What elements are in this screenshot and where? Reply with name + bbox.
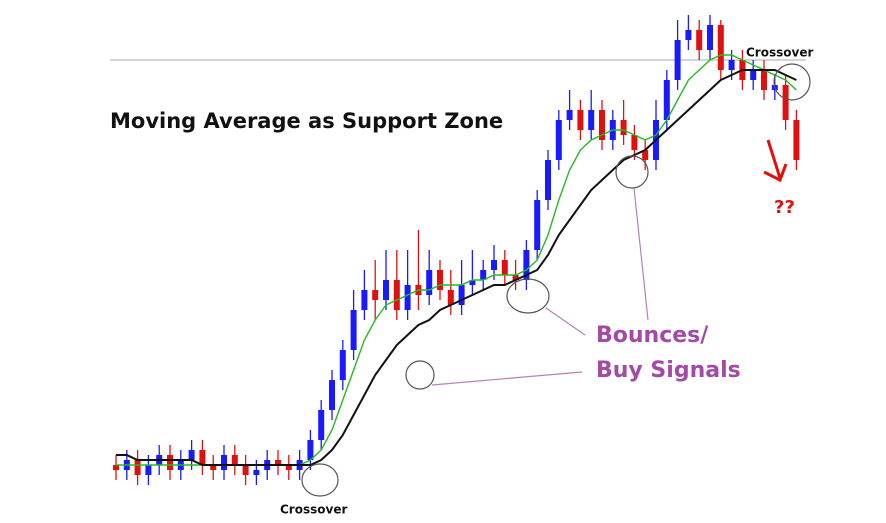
moving-average-line <box>116 69 797 466</box>
candle-body <box>685 30 692 40</box>
candle-body <box>696 30 703 50</box>
candle-body <box>393 280 400 310</box>
candle-body <box>599 110 605 140</box>
candle-body <box>361 290 368 310</box>
candle-body <box>329 380 335 410</box>
candle-body <box>491 260 497 270</box>
candle-body <box>761 70 767 90</box>
candle-body <box>350 310 357 350</box>
chart-title: Moving Average as Support Zone <box>110 109 503 133</box>
annotation: Crossover <box>746 46 813 60</box>
candle-body <box>663 80 670 120</box>
candle-body <box>426 270 433 295</box>
candle-body <box>674 40 681 80</box>
candle-body <box>318 410 325 440</box>
candle-body <box>750 70 757 80</box>
candle-body <box>555 120 562 160</box>
candle-body <box>793 120 800 160</box>
candle-body <box>199 450 206 465</box>
candle-body <box>566 110 573 120</box>
candle-body <box>707 25 713 50</box>
candle-body <box>588 110 595 130</box>
candle-body <box>620 120 627 135</box>
circle <box>773 63 811 101</box>
annotation: Bounces/ <box>596 323 709 348</box>
candle-body <box>210 465 217 470</box>
candle-body <box>782 85 789 120</box>
candle-body <box>728 60 735 70</box>
candle-body <box>523 250 530 280</box>
plot-area <box>110 15 806 485</box>
candle-body <box>437 270 443 290</box>
annotation-circles <box>301 63 811 497</box>
pointer <box>633 187 649 321</box>
candle-body <box>242 465 249 475</box>
candle-body <box>447 290 454 305</box>
candle-body <box>275 460 281 465</box>
candle-body <box>480 270 487 280</box>
pointer <box>431 371 583 386</box>
candle-body <box>372 290 379 300</box>
candle-body <box>145 465 152 475</box>
candle-body <box>469 280 476 285</box>
candle-body <box>642 150 649 160</box>
candle-body <box>512 275 519 280</box>
candle-body <box>501 260 508 275</box>
candle-body <box>285 465 292 470</box>
candle-body <box>113 465 119 470</box>
candle-body <box>339 350 346 380</box>
circle <box>615 155 649 189</box>
pointer-lines <box>431 187 649 386</box>
circle <box>405 360 435 390</box>
annotation: ?? <box>774 197 795 218</box>
candle-body <box>231 455 238 465</box>
candle-body <box>307 440 314 460</box>
candle-body <box>134 460 141 475</box>
down-arrow <box>763 139 788 183</box>
candle-body <box>534 200 541 250</box>
candle-body <box>253 470 260 475</box>
candle-body <box>383 280 389 300</box>
circle <box>506 278 550 314</box>
candle-body <box>577 110 584 130</box>
candle-body <box>545 160 551 200</box>
annotation: Buy Signals <box>596 358 741 383</box>
candle-body <box>404 285 411 310</box>
candle-body <box>717 25 724 70</box>
candle-body <box>458 285 465 305</box>
circle <box>301 463 339 497</box>
annotation: Crossover <box>280 503 347 517</box>
pointer <box>545 307 586 336</box>
candle-body <box>167 455 173 470</box>
candle-body <box>221 455 227 470</box>
candle-body <box>188 450 195 460</box>
candle-body <box>631 135 638 150</box>
